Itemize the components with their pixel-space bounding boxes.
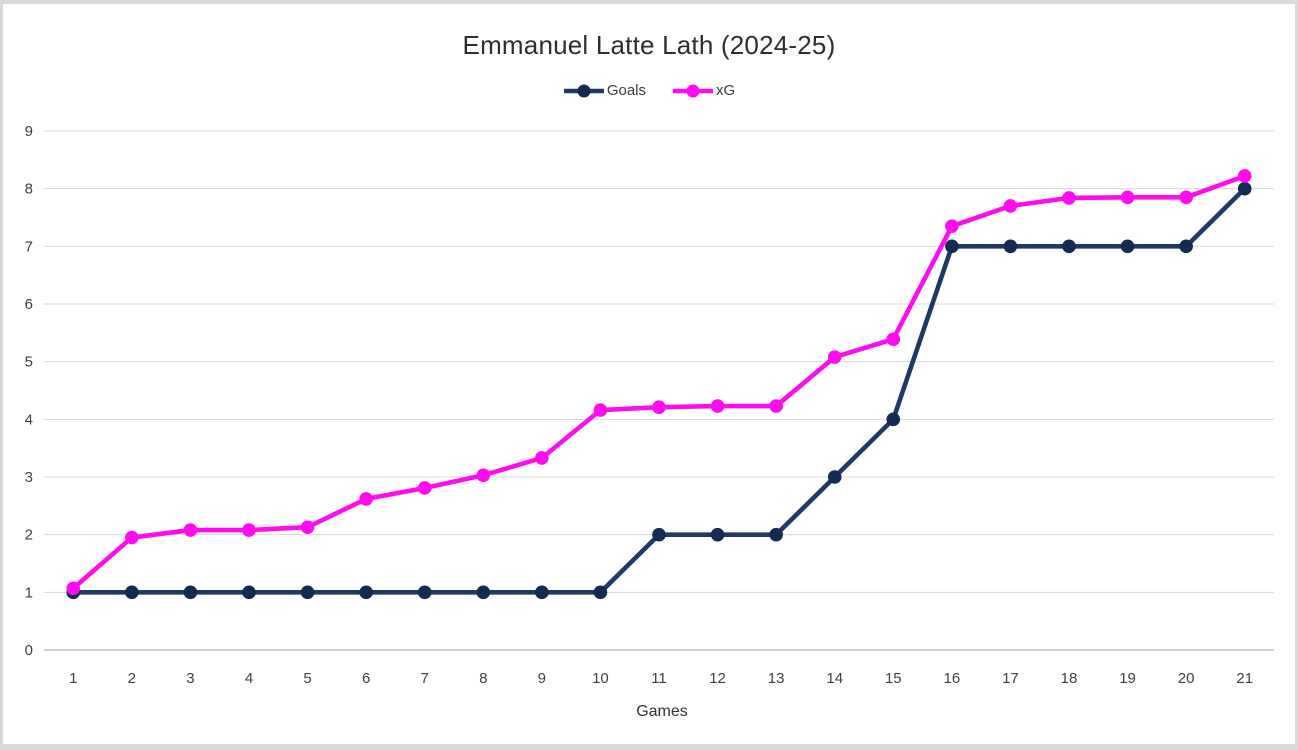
- goals-marker: [886, 412, 901, 427]
- xg-marker: [183, 523, 198, 537]
- goals-marker: [1179, 239, 1193, 254]
- y-axis-tick-label: 9: [25, 123, 33, 140]
- xg-marker: [242, 523, 256, 537]
- x-axis-tick-label: 18: [1061, 670, 1078, 687]
- x-axis-tick-label: 12: [709, 670, 726, 687]
- xg-marker: [886, 332, 901, 346]
- goals-marker: [652, 527, 666, 542]
- goals-marker: [593, 585, 608, 600]
- legend-label-xg: xG: [716, 82, 736, 99]
- xg-marker: [1237, 169, 1252, 183]
- xg-marker: [945, 219, 959, 233]
- goals-marker: [1237, 181, 1252, 196]
- goals-marker: [359, 585, 373, 600]
- goals-marker: [183, 585, 198, 600]
- xg-marker: [417, 481, 432, 495]
- y-axis-tick-label: 6: [25, 296, 33, 313]
- goals-marker: [242, 585, 256, 600]
- xg-marker: [1120, 190, 1135, 205]
- y-axis-tick-label: 5: [25, 354, 33, 371]
- x-axis-tick-label: 5: [303, 670, 311, 687]
- x-axis-tick-label: 14: [826, 670, 843, 687]
- y-axis-tick-label: 8: [25, 181, 33, 198]
- goals-marker: [827, 470, 842, 484]
- xg-marker: [300, 520, 315, 534]
- x-axis-tick-label: 17: [1002, 670, 1019, 687]
- goals-marker: [417, 585, 432, 600]
- y-axis-tick-label: 0: [25, 642, 33, 659]
- goals-legend-marker-icon: [563, 83, 605, 99]
- xg-marker: [66, 581, 81, 596]
- xg-marker: [359, 492, 373, 506]
- xg-marker: [535, 451, 549, 465]
- goals-marker: [535, 585, 549, 600]
- x-axis-tick-label: 20: [1178, 670, 1195, 687]
- x-axis-tick-label: 15: [885, 670, 902, 687]
- xg-marker: [710, 399, 725, 413]
- x-axis-tick-label: 9: [538, 670, 546, 687]
- legend-label-goals: Goals: [606, 82, 646, 99]
- chart-legend: Goals xG: [3, 82, 1295, 99]
- xg-marker: [593, 403, 608, 417]
- xg-legend-marker-icon: [672, 83, 714, 99]
- x-axis-tick-label: 3: [186, 670, 194, 687]
- x-axis-tick-label: 19: [1119, 670, 1136, 687]
- xg-marker: [125, 530, 139, 545]
- goals-marker: [710, 527, 725, 542]
- x-axis-tick-label: 2: [128, 670, 136, 687]
- xg-marker: [769, 399, 783, 413]
- x-axis-tick-label: 13: [768, 670, 785, 687]
- xg-marker: [652, 400, 666, 415]
- goals-marker: [1120, 239, 1135, 254]
- x-axis-tick-label: 16: [944, 670, 961, 687]
- y-axis-tick-label: 3: [25, 469, 33, 486]
- x-axis-tick-label: 11: [651, 670, 667, 687]
- x-axis-tick-label: 4: [245, 670, 253, 687]
- legend-item-goals: Goals: [563, 82, 646, 99]
- x-axis-tick-label: 21: [1236, 670, 1253, 687]
- xg-marker: [1179, 190, 1193, 205]
- goals-marker: [300, 585, 315, 600]
- legend-item-xg: xG: [672, 82, 735, 99]
- x-axis-tick-label: 10: [592, 670, 609, 687]
- xg-marker: [827, 350, 842, 364]
- goals-marker: [476, 585, 491, 600]
- goals-marker: [1062, 239, 1076, 254]
- y-axis-tick-label: 2: [25, 527, 33, 544]
- y-axis-tick-label: 7: [25, 238, 33, 255]
- xg-marker: [1003, 199, 1018, 213]
- x-axis-tick-label: 1: [69, 670, 77, 687]
- goals-marker: [1003, 239, 1018, 254]
- y-axis-tick-label: 1: [25, 584, 33, 601]
- x-axis-tick-label: 6: [362, 670, 370, 687]
- goals-marker: [125, 585, 139, 600]
- x-axis-tick-label: 8: [479, 670, 487, 687]
- goals-marker: [769, 527, 783, 542]
- chart-title: Emmanuel Latte Lath (2024-25): [462, 30, 836, 60]
- x-axis-tick-label: 7: [421, 670, 429, 687]
- x-axis-title: Games: [636, 703, 688, 720]
- xg-marker: [476, 468, 491, 483]
- xg-marker: [1062, 191, 1076, 205]
- y-axis-tick-label: 4: [25, 411, 33, 428]
- goals-marker: [945, 239, 959, 254]
